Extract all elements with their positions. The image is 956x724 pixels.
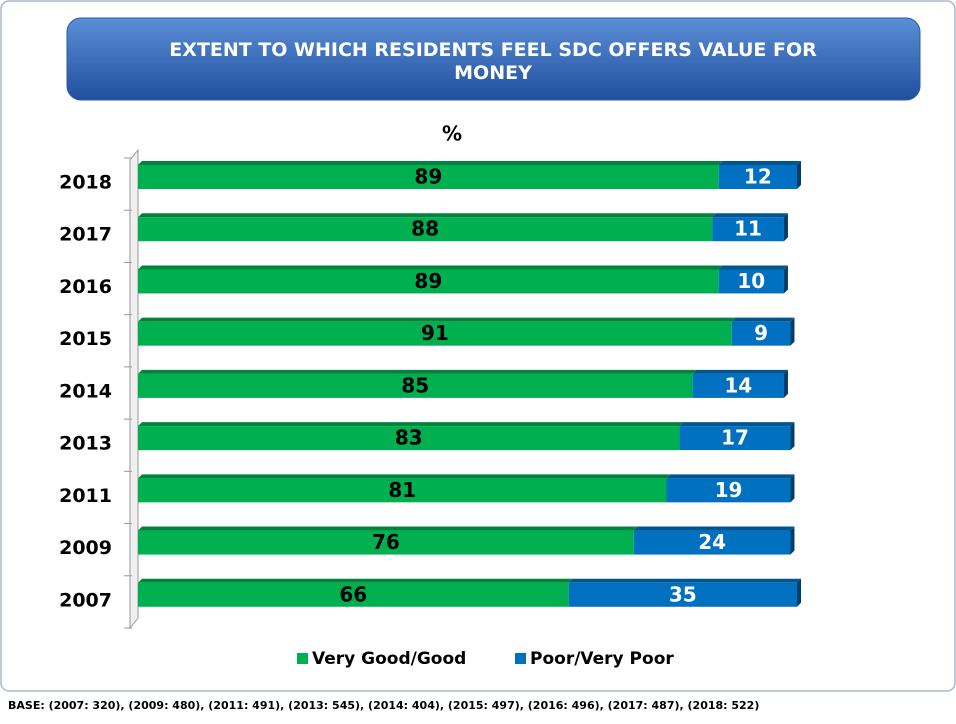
bar-side — [790, 474, 795, 503]
data-label: 10 — [737, 269, 765, 293]
bar-side — [797, 578, 801, 607]
data-label: 89 — [414, 269, 442, 293]
footnote: BASE: (2007: 320), (2009: 480), (2011: 4… — [8, 699, 759, 712]
chart-title: EXTENT TO WHICH RESIDENTS FEEL SDC OFFER… — [169, 39, 817, 84]
bar — [138, 321, 732, 346]
y-tick-label: 2018 — [59, 172, 112, 194]
bar — [712, 217, 784, 242]
data-label: 83 — [395, 426, 423, 450]
bar-top — [712, 213, 788, 218]
bar — [692, 373, 784, 398]
bar-top — [138, 369, 697, 374]
y-tick-label: 2014 — [59, 380, 112, 402]
data-label: 35 — [669, 582, 697, 606]
bar-top — [568, 578, 801, 583]
title-box — [66, 17, 921, 101]
bar — [138, 582, 569, 607]
bar — [138, 478, 667, 503]
bar-top — [679, 422, 795, 427]
legend-swatch — [515, 653, 526, 664]
bar-side — [790, 317, 795, 346]
y-tick-label: 2015 — [59, 328, 112, 350]
y-tick-label: 2013 — [59, 433, 112, 455]
bar-top — [138, 161, 723, 165]
data-label: 88 — [411, 217, 439, 241]
data-label: 9 — [754, 321, 768, 345]
bar — [633, 530, 791, 555]
bar-top — [633, 526, 795, 531]
data-label: 91 — [421, 321, 449, 345]
y-tick-label: 2011 — [59, 485, 112, 507]
legend-swatch — [297, 653, 308, 664]
unit-label: % — [442, 122, 462, 146]
bar-side — [790, 526, 795, 555]
bar — [568, 582, 797, 607]
data-label: 66 — [339, 582, 367, 606]
data-label: 11 — [734, 217, 762, 241]
y-tick-label: 2007 — [59, 589, 112, 611]
data-label: 76 — [372, 530, 400, 554]
bar — [138, 165, 719, 189]
legend-label: Poor/Very Poor — [530, 649, 674, 669]
bar — [138, 373, 693, 398]
bar-top — [138, 422, 684, 427]
bar-side — [783, 369, 788, 398]
bar — [718, 165, 797, 189]
bar-top — [138, 317, 736, 322]
data-label: 85 — [401, 373, 429, 397]
bar-side — [783, 265, 788, 294]
bar-top — [138, 578, 573, 583]
bar — [138, 217, 713, 242]
bar-side — [783, 213, 788, 242]
bar-top — [692, 369, 788, 374]
data-label: 17 — [721, 426, 749, 450]
y-tick-label: 2017 — [59, 224, 112, 246]
bar-top — [138, 265, 723, 270]
bar — [138, 426, 680, 451]
bar-top — [731, 317, 795, 322]
bar-side — [790, 422, 795, 451]
bar-top — [666, 474, 795, 479]
bar — [138, 269, 719, 294]
bar-side — [797, 161, 801, 189]
bar-top — [138, 474, 671, 479]
bar-top — [138, 526, 638, 531]
bar-top — [718, 161, 801, 165]
bar — [731, 321, 791, 346]
bar — [666, 478, 791, 503]
data-label: 19 — [715, 478, 743, 502]
bar — [718, 269, 784, 294]
data-label: 12 — [744, 165, 772, 189]
legend-label: Very Good/Good — [312, 649, 466, 669]
data-label: 81 — [388, 478, 416, 502]
y-tick-label: 2016 — [59, 276, 112, 298]
data-label: 24 — [698, 530, 726, 554]
data-label: 89 — [414, 165, 442, 189]
axis-wall — [129, 148, 139, 630]
y-tick-label: 2009 — [59, 537, 112, 559]
data-label: 14 — [724, 373, 752, 397]
bar — [679, 426, 791, 451]
bar — [138, 530, 634, 555]
bar-top — [138, 213, 717, 218]
bar-top — [718, 265, 788, 270]
